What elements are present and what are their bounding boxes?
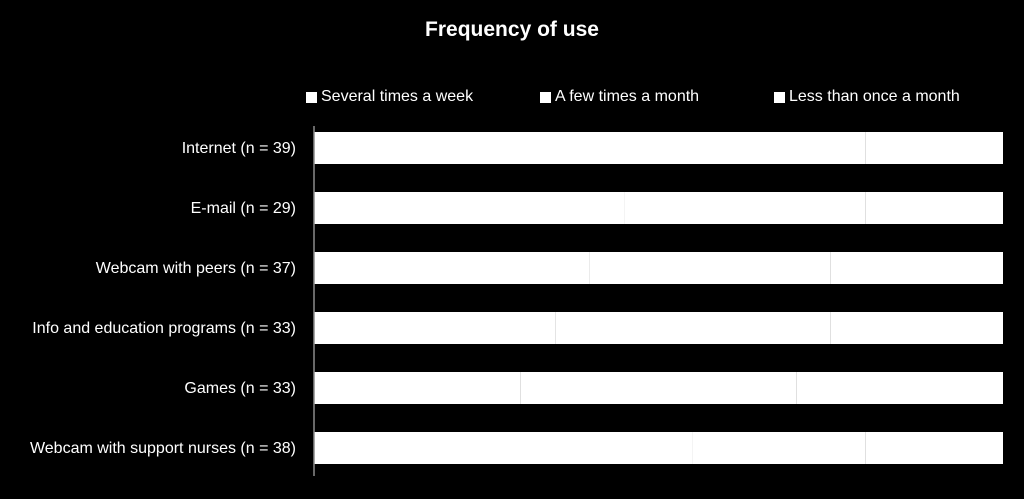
bar-segment (555, 312, 831, 344)
bar-segment (692, 432, 866, 464)
bar-segment (624, 192, 866, 224)
legend-swatch (306, 91, 317, 103)
legend-item-less-than-once-a-month: Less than once a month (774, 88, 960, 106)
bar-segment (520, 372, 797, 404)
bar-segment (830, 252, 1003, 284)
bar-segment (865, 192, 1003, 224)
legend-swatch (774, 91, 785, 103)
category-label: Internet (n = 39) (182, 140, 296, 157)
bar-segment (314, 432, 693, 464)
bar-segment (314, 192, 625, 224)
category-label: Info and education programs (n = 33) (32, 320, 296, 337)
legend-item-several-times-a-week: Several times a week (306, 88, 473, 106)
bar-segment (314, 132, 659, 164)
bar-segment (796, 372, 1003, 404)
legend-label: Several times a week (321, 88, 474, 105)
bar-segment (314, 252, 590, 284)
category-label: E-mail (n = 29) (191, 200, 296, 217)
legend-label: A few times a month (555, 88, 700, 105)
bar-segment (658, 132, 866, 164)
legend-swatch (540, 91, 551, 103)
bar-segment (830, 312, 1003, 344)
bar-segment (314, 372, 521, 404)
legend: Several times a week A few times a month… (306, 88, 1006, 110)
bar-segment (865, 132, 1003, 164)
legend-label: Less than once a month (789, 88, 960, 105)
category-label: Games (n = 33) (184, 380, 296, 397)
legend-item-a-few-times-a-month: A few times a month (540, 88, 699, 106)
category-label: Webcam with support nurses (n = 38) (30, 440, 296, 457)
bar-segment (314, 312, 556, 344)
bar-segment (589, 252, 831, 284)
bar-segment (865, 432, 1003, 464)
category-label: Webcam with peers (n = 37) (96, 260, 296, 277)
chart-title: Frequency of use (425, 18, 599, 41)
